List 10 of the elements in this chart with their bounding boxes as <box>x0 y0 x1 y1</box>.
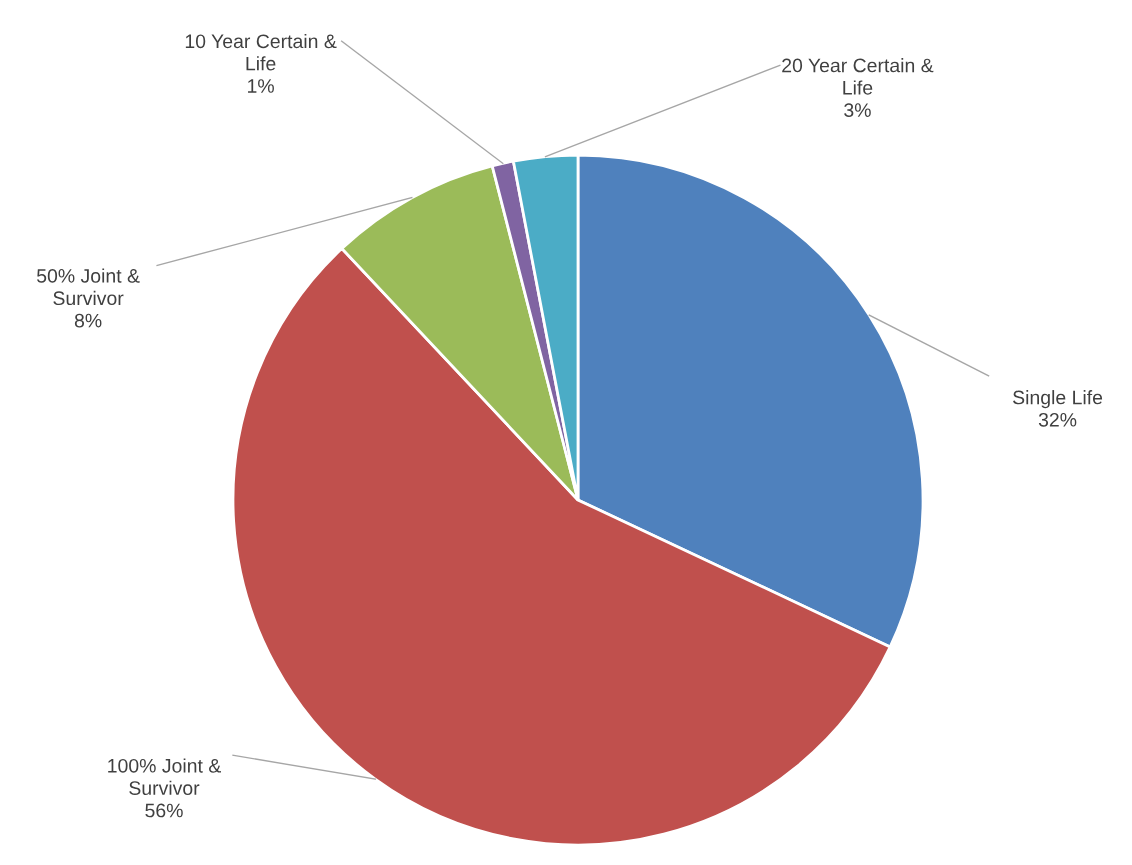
data-label: 8% <box>74 313 102 328</box>
data-label: 56% <box>145 803 183 818</box>
data-label: 32% <box>1038 412 1077 427</box>
data-label: 3% <box>844 103 871 118</box>
slice-label: 20 Year Certain & Life <box>782 58 934 95</box>
slice-label: Single Life <box>1013 390 1103 409</box>
slice-label: 50% Joint & Survivor <box>37 268 140 306</box>
slice-label: 100% Joint & Survivor <box>108 758 221 796</box>
slice-label: 10 Year Certain & Life <box>185 33 337 71</box>
data-label: 1% <box>248 79 274 93</box>
